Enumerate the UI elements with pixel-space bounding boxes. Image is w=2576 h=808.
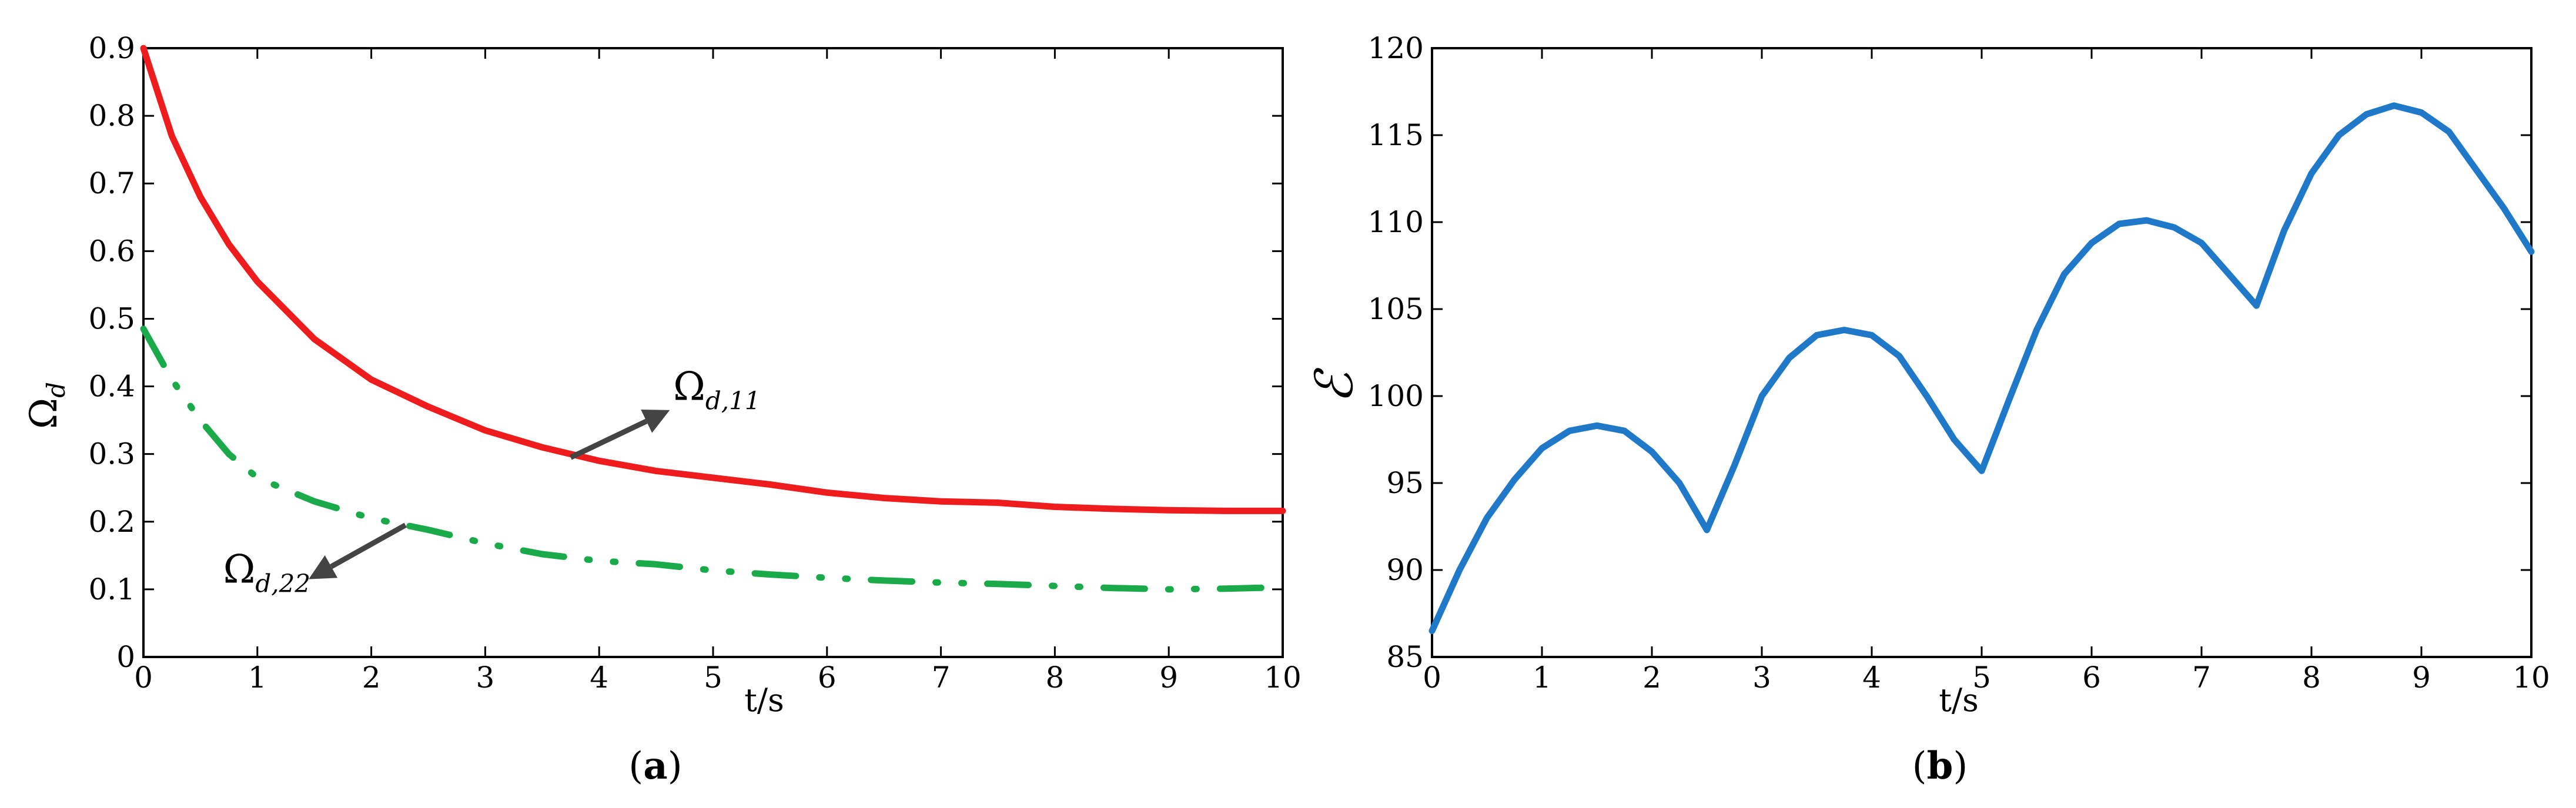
y-tick-label: 0.5	[88, 301, 135, 336]
chart-panel-b: 85 90 95 100 105 110 115 120 0 1 2 3 4 5 6 7 8 9 10 t/s ℰ…	[1304, 31, 2550, 788]
y-axis-subscript-a: d	[42, 382, 71, 398]
y-tick-label: 0.3	[88, 437, 135, 471]
x-tick-label: 10	[1264, 661, 1302, 695]
y-tick-label: 0.6	[88, 234, 135, 268]
y-tick-label: 115	[1368, 118, 1424, 152]
y-tick-label: 0	[116, 640, 135, 674]
x-tick-label: 4	[590, 661, 608, 695]
x-axis-label-a: t/s	[744, 682, 784, 719]
x-tick-label: 9	[1159, 661, 1178, 695]
y-tick-label: 105	[1368, 292, 1424, 326]
y-tick-label: 90	[1386, 553, 1424, 587]
x-tick-label: 0	[1423, 661, 1441, 695]
plot-frame-b	[1431, 47, 2532, 658]
y-tick-label: 0.4	[88, 370, 135, 404]
x-tick-label: 0	[134, 661, 153, 695]
y-axis-symbol-a: Ω	[22, 398, 66, 429]
x-tick-label: 9	[2412, 661, 2431, 695]
x-tick-label: 7	[2192, 661, 2211, 695]
y-tick-label: 0.8	[88, 99, 135, 133]
x-tick-label: 5	[704, 661, 722, 695]
series-line-b-1	[1428, 102, 2535, 635]
y-tick-label: 100	[1368, 379, 1424, 413]
x-tick-label: 7	[932, 661, 951, 695]
x-tick-labels-a: 0 1 2 3 4 5 6 7 8 9 10	[134, 661, 1302, 695]
x-tick-label: 5	[1972, 661, 1991, 695]
annotation-arrow-shaft	[330, 522, 407, 569]
x-tick-label: 2	[1642, 661, 1661, 695]
x-tick-label: 6	[2082, 661, 2101, 695]
y-axis-label-b: ℰ	[1304, 368, 1364, 404]
annotation-arrow-shaft	[569, 418, 648, 460]
tick-marks-b	[1431, 47, 2532, 658]
x-tick-labels-b: 0 1 2 3 4 5 6 7 8 9 10	[1423, 661, 2550, 695]
y-tick-label: 0.2	[88, 505, 135, 539]
y-tick-labels-a: 0 0.1 0.2 0.3 0.4 0.5 0.6 0.7 0.8 0.9	[88, 31, 135, 674]
y-tick-label: 0.7	[88, 166, 135, 200]
x-tick-label: 8	[2302, 661, 2321, 695]
series-line-a-2	[140, 326, 1286, 593]
chart-panel-a: 0 0.1 0.2 0.3 0.4 0.5 0.6 0.7 0.8 0.9 0 1 2 3 4 5 6 7 8 9 1…	[22, 31, 1302, 788]
y-tick-label: 120	[1368, 31, 1424, 65]
y-tick-label: 0.1	[88, 572, 135, 606]
x-tick-label: 10	[2513, 661, 2550, 695]
annotation-label-1: Ωd,11	[673, 364, 760, 415]
series-group-b	[1428, 102, 2535, 635]
annotation-arrow-head	[641, 409, 670, 433]
panel-caption-a: (a)	[628, 744, 682, 788]
plot-frame-a	[142, 47, 1284, 658]
x-tick-label: 3	[476, 661, 494, 695]
series-group-a	[140, 45, 1286, 593]
x-tick-label: 4	[1862, 661, 1881, 695]
y-tick-label: 95	[1386, 466, 1424, 500]
series-line-a-1	[140, 45, 1286, 514]
x-tick-label: 6	[818, 661, 837, 695]
y-tick-label: 110	[1368, 205, 1424, 239]
y-tick-labels-b: 85 90 95 100 105 110 115 120	[1368, 31, 1424, 674]
x-tick-label: 2	[362, 661, 381, 695]
annotation-label-2: Ωd,22	[223, 547, 310, 598]
panel-caption-b: (b)	[1912, 744, 1968, 788]
y-tick-label: 85	[1386, 640, 1424, 674]
annotations-a: Ωd,11 Ωd,22	[223, 364, 761, 598]
annotation-arrow-head	[309, 555, 338, 579]
x-axis-label-b: t/s	[1939, 682, 1979, 719]
tick-marks-a	[142, 47, 1284, 658]
y-axis-label-a: Ωd	[22, 382, 71, 429]
x-tick-label: 3	[1752, 661, 1771, 695]
y-tick-label: 0.9	[88, 31, 135, 65]
x-tick-label: 8	[1045, 661, 1064, 695]
x-tick-label: 1	[1533, 661, 1551, 695]
x-tick-label: 1	[248, 661, 267, 695]
